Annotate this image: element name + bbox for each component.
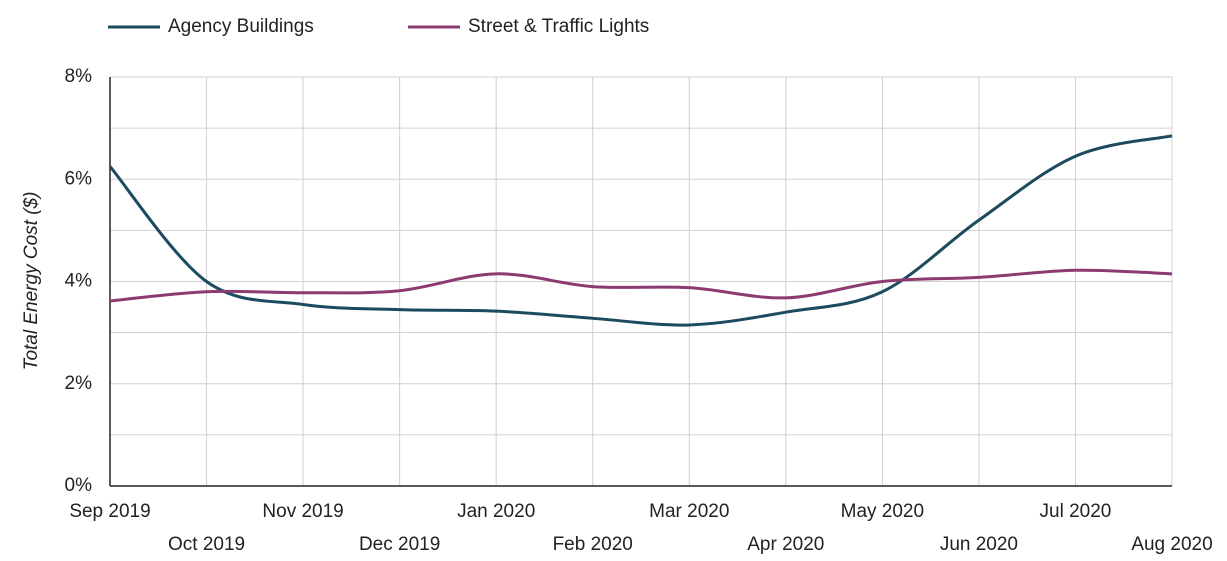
x-tick-label: Jul 2020 xyxy=(1040,501,1112,522)
y-tick-label: 6% xyxy=(65,168,93,189)
x-tick-label: Apr 2020 xyxy=(747,534,824,555)
x-tick-label: Aug 2020 xyxy=(1131,534,1212,555)
x-tick-label: Feb 2020 xyxy=(553,534,633,555)
x-tick-label: May 2020 xyxy=(841,501,924,522)
y-axis-label: Total Energy Cost ($) xyxy=(21,192,42,371)
x-tick-label: Jan 2020 xyxy=(457,501,535,522)
line xyxy=(109,268,1173,303)
x-tick-label: Jun 2020 xyxy=(940,534,1018,555)
line xyxy=(108,134,1173,327)
x-tick-label: Sep 2019 xyxy=(69,501,150,522)
x-tick-label: Oct 2019 xyxy=(168,534,245,555)
x-tick-label: Mar 2020 xyxy=(649,501,729,522)
legend-label: Street & Traffic Lights xyxy=(468,16,649,37)
x-tick-label: Nov 2019 xyxy=(262,501,343,522)
y-tick-label: 8% xyxy=(65,66,93,87)
y-tick-label: 2% xyxy=(65,373,93,394)
y-tick-label: 4% xyxy=(65,271,93,292)
x-tick-label: Dec 2019 xyxy=(359,534,440,555)
legend-label: Agency Buildings xyxy=(168,16,314,37)
y-tick-label: 0% xyxy=(65,475,93,496)
